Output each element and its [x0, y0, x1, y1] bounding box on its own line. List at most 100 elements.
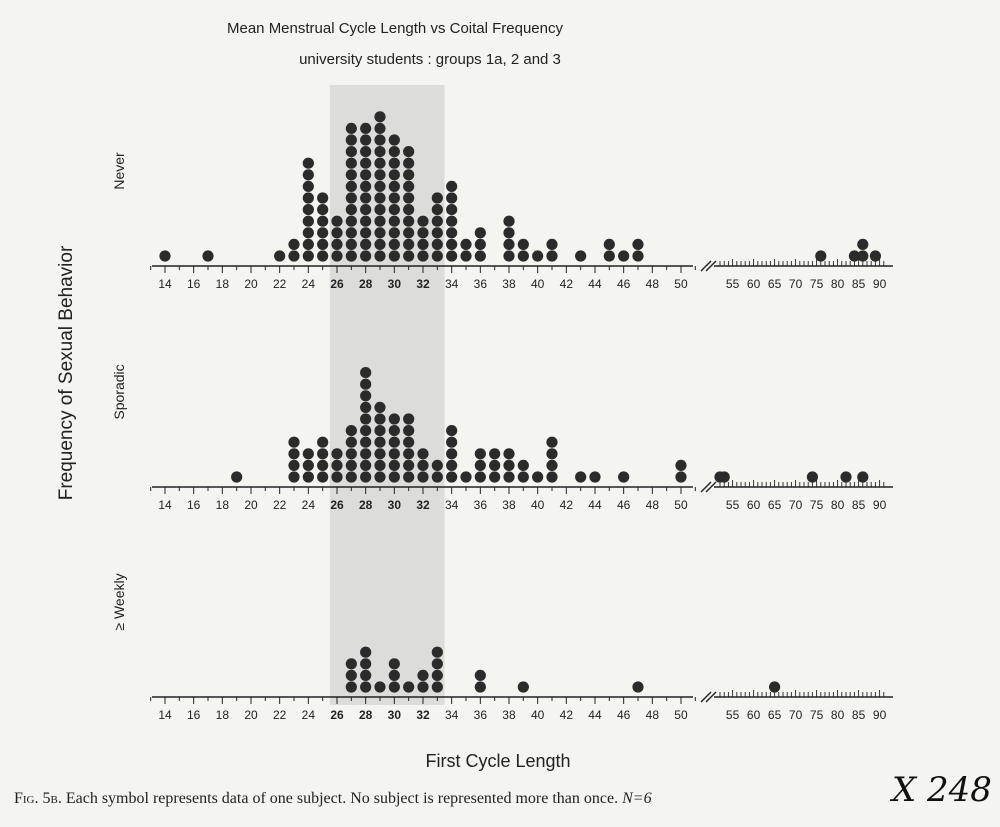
data-point	[417, 227, 429, 239]
x-tick-label: 18	[216, 277, 230, 291]
data-point	[388, 413, 400, 425]
data-point	[474, 448, 486, 460]
data-point	[388, 238, 400, 250]
x-tick-label: 32	[416, 498, 430, 512]
data-point	[474, 459, 486, 471]
data-point	[431, 192, 443, 204]
data-point	[503, 250, 515, 262]
data-point	[503, 227, 515, 239]
x-tick-label: 44	[588, 277, 602, 291]
data-point	[431, 238, 443, 250]
data-point	[618, 471, 630, 483]
data-point	[317, 471, 329, 483]
data-point	[431, 658, 443, 670]
data-point	[474, 471, 486, 483]
data-point	[446, 425, 458, 437]
x-tick-label: 20	[244, 277, 258, 291]
data-point	[431, 250, 443, 262]
data-point	[302, 157, 314, 169]
data-point	[575, 471, 587, 483]
data-point	[374, 425, 386, 437]
data-point	[345, 471, 357, 483]
data-point	[618, 250, 630, 262]
data-point	[345, 134, 357, 146]
data-point	[848, 250, 861, 262]
data-point	[403, 413, 415, 425]
x-tick-label: 22	[273, 708, 287, 722]
data-point	[374, 436, 386, 448]
data-point	[403, 250, 415, 262]
panel-label: Sporadic	[111, 364, 127, 419]
data-point	[374, 448, 386, 460]
data-point	[345, 448, 357, 460]
data-point	[374, 401, 386, 413]
data-point	[374, 169, 386, 181]
data-point	[302, 192, 314, 204]
data-point	[857, 471, 869, 483]
x-tick-label: 30	[388, 277, 402, 291]
x-tick-label: 26	[330, 498, 344, 512]
sample-size: N=6	[622, 790, 652, 807]
data-point	[388, 134, 400, 146]
data-point	[474, 681, 486, 693]
data-point	[806, 471, 819, 483]
x-tick-label: 32	[416, 277, 430, 291]
data-point	[575, 250, 587, 262]
x-tick-label: 16	[187, 708, 201, 722]
data-point	[374, 227, 386, 239]
data-point	[603, 250, 615, 262]
data-point	[360, 646, 372, 658]
data-point	[360, 134, 372, 146]
data-point	[302, 459, 314, 471]
data-point	[546, 250, 558, 262]
panel: 14 16 18 20 22 24 26 28 30 32 34 36 38 40 42 44 46 48 50 55…	[111, 364, 893, 512]
data-point	[388, 471, 400, 483]
data-point	[345, 227, 357, 239]
x-tick-label: 70	[789, 277, 803, 291]
data-point	[431, 459, 443, 471]
data-point	[360, 390, 372, 402]
data-point	[288, 250, 300, 262]
data-point	[345, 425, 357, 437]
data-point	[374, 146, 386, 158]
data-point	[360, 425, 372, 437]
handwritten-annotation: X 248	[892, 770, 992, 810]
data-point	[675, 459, 687, 471]
x-tick-label: 80	[831, 708, 845, 722]
data-point	[388, 146, 400, 158]
data-point	[159, 250, 171, 262]
x-axis-label: First Cycle Length	[425, 751, 570, 771]
data-point	[360, 227, 372, 239]
axis-break-mark	[705, 481, 717, 493]
figure-label: Fig. 5b.	[14, 790, 62, 807]
data-point	[360, 459, 372, 471]
data-point	[546, 436, 558, 448]
data-point	[388, 157, 400, 169]
data-point	[317, 448, 329, 460]
data-point	[857, 238, 869, 250]
data-point	[489, 471, 501, 483]
data-point	[675, 471, 687, 483]
data-point	[546, 238, 558, 250]
data-point	[446, 215, 458, 227]
x-tick-label: 24	[302, 277, 316, 291]
data-point	[446, 204, 458, 216]
data-point	[460, 471, 472, 483]
data-point	[840, 471, 852, 483]
x-tick-label: 24	[302, 708, 316, 722]
data-point	[302, 250, 314, 262]
data-point	[632, 238, 644, 250]
data-point	[431, 215, 443, 227]
data-point	[302, 227, 314, 239]
data-point	[769, 681, 781, 693]
data-point	[446, 459, 458, 471]
x-tick-label: 26	[330, 277, 344, 291]
x-tick-label: 60	[747, 498, 761, 512]
data-point	[345, 192, 357, 204]
x-tick-label: 14	[158, 498, 172, 512]
x-tick-label: 22	[273, 277, 287, 291]
data-point	[489, 459, 501, 471]
panel: 14 16 18 20 22 24 26 28 30 32 34 36 38 40 42 44 46 48 50 55…	[111, 111, 893, 291]
axis-break-mark	[700, 260, 712, 272]
